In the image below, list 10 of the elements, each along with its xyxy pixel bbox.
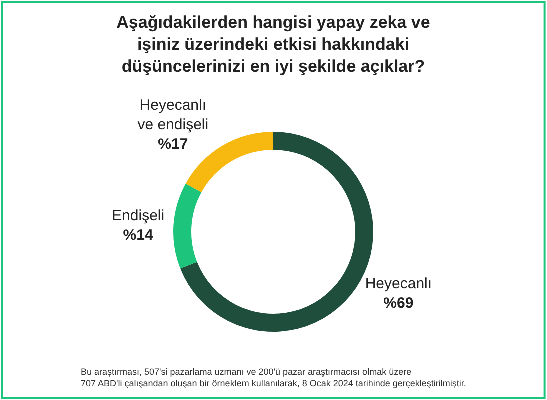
data-label: %17 (158, 136, 188, 154)
slice-label: Endişeli (112, 207, 165, 224)
donut-slice (186, 132, 274, 192)
chart-title: Aşağıdakilerden hangisi yapay zeka ve işiniz üzerindeki etkisi hakkındaki düşüncelerinizi en iyi şekilde açıklar? (116, 13, 430, 76)
slice-label: Heyecanlı ve endişeli (138, 97, 209, 134)
donut-slice (174, 184, 202, 269)
text: Bu araştırması, 507'si pazarlama uzmanı ve 200'ü pazar araştırmacısı olmak üzere 707 ABD'li çalışandan oluşan bir örneklem kullanılarak, 8 Ocak 2024 tarihinde gerçekleştirilmiştir. (81, 367, 466, 389)
data-label: %14 (123, 226, 154, 244)
slice-label: Heyecanlı (365, 276, 432, 293)
data-label: %69 (384, 295, 414, 312)
